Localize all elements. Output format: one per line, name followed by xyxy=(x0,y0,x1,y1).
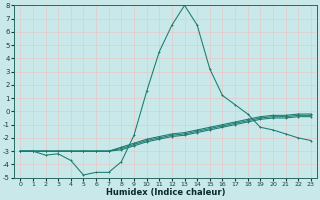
X-axis label: Humidex (Indice chaleur): Humidex (Indice chaleur) xyxy=(106,188,225,197)
